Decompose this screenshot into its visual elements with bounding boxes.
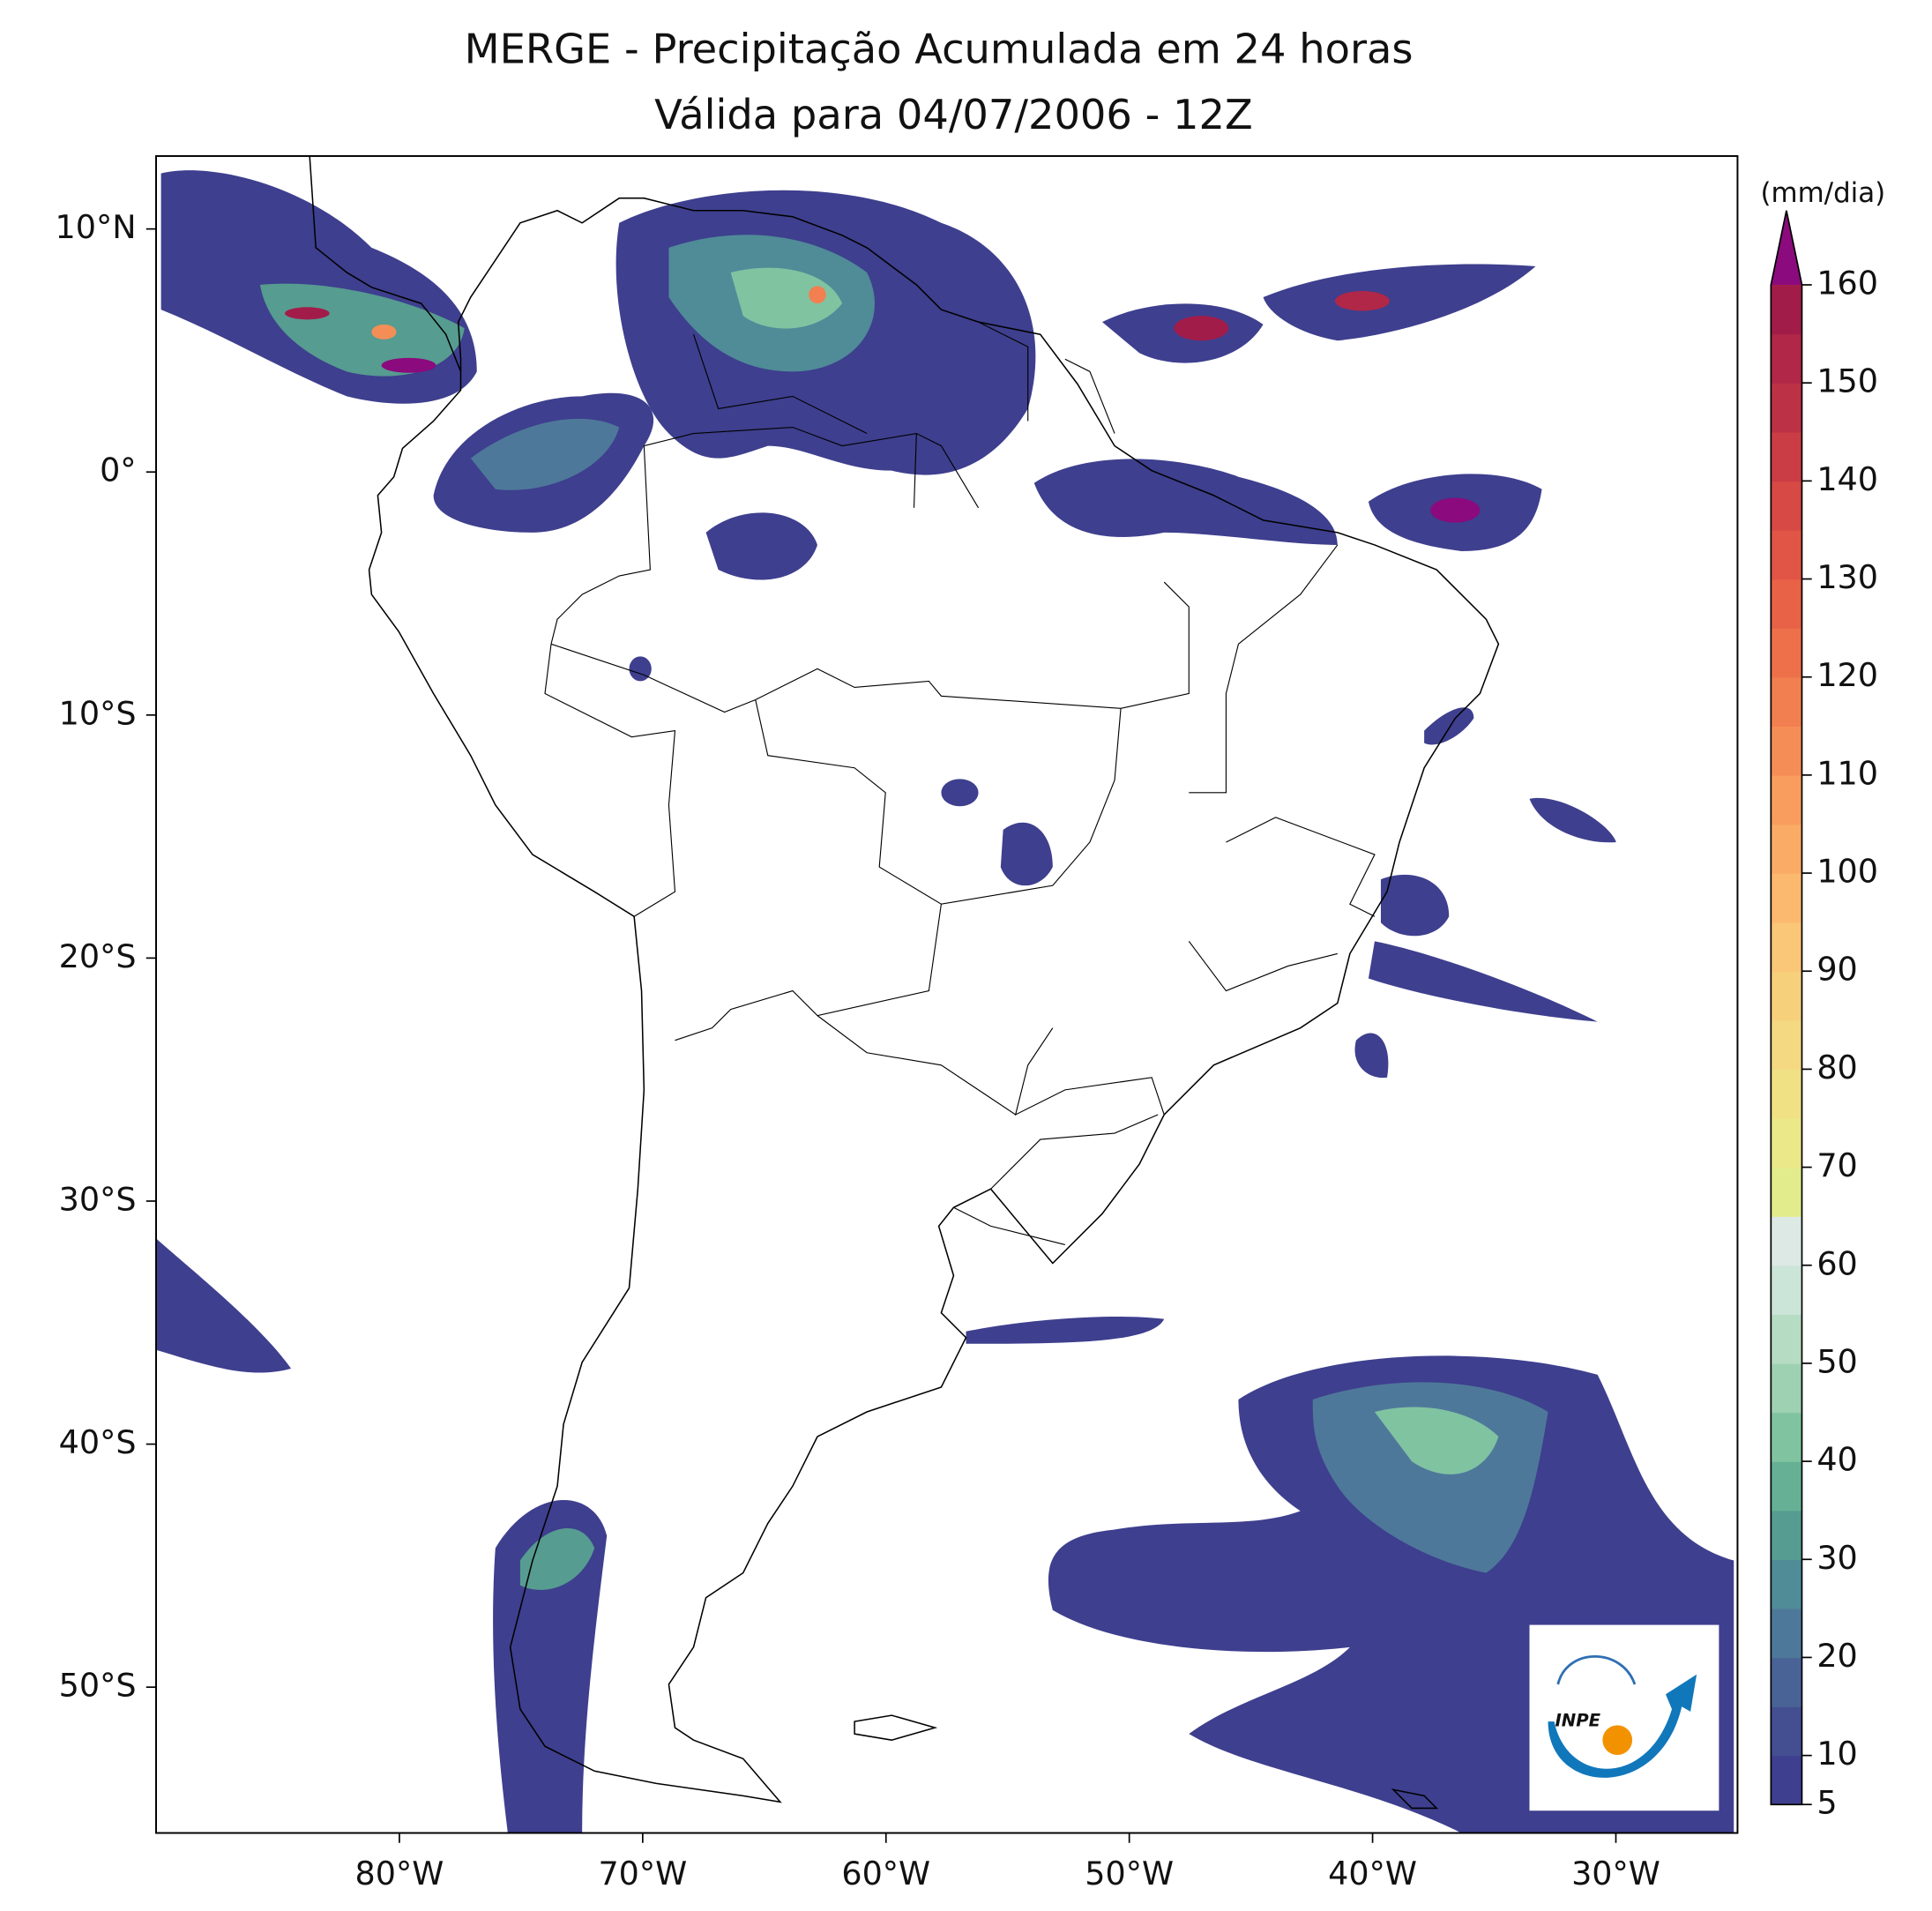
colorbar-band bbox=[1771, 873, 1802, 923]
colorbar-band bbox=[1771, 1510, 1802, 1560]
colorbar-band bbox=[1771, 1412, 1802, 1462]
borders bbox=[544, 321, 1376, 1245]
colorbar-band bbox=[1771, 1362, 1802, 1414]
colorbar-tick-label: 40 bbox=[1816, 1441, 1857, 1479]
colorbar-band bbox=[1771, 383, 1802, 433]
y-tick-label: 0° bbox=[100, 452, 136, 489]
precipitation bbox=[156, 170, 1734, 1833]
colorbar-band bbox=[1771, 1069, 1802, 1119]
colorbar-tick-label: 150 bbox=[1816, 362, 1878, 400]
colorbar-band bbox=[1771, 1706, 1802, 1757]
y-tick-label: 30°S bbox=[59, 1180, 137, 1218]
colorbar-band bbox=[1771, 1608, 1802, 1659]
x-tick-label: 40°W bbox=[1328, 1855, 1417, 1892]
colorbar-band bbox=[1771, 1559, 1802, 1609]
colorbar-band bbox=[1771, 1216, 1802, 1266]
colorbar-outline bbox=[1770, 210, 1803, 1806]
colorbar-tick-label: 20 bbox=[1816, 1637, 1857, 1675]
colorbar-band bbox=[1771, 1117, 1802, 1168]
colorbar-band bbox=[1771, 1167, 1802, 1217]
colorbar-band bbox=[1771, 774, 1802, 825]
colorbar-band bbox=[1771, 529, 1802, 580]
colorbar-band bbox=[1771, 431, 1802, 482]
colorbar-tick-label: 70 bbox=[1816, 1146, 1857, 1184]
colorbar-band bbox=[1771, 1461, 1802, 1512]
colorbar-tick-label: 60 bbox=[1816, 1244, 1857, 1282]
colorbar-tick-label: 5 bbox=[1816, 1784, 1837, 1822]
logo-background bbox=[1529, 1624, 1719, 1811]
colorbar-band bbox=[1771, 628, 1802, 678]
colorbar-band bbox=[1771, 676, 1802, 728]
colorbar-band bbox=[1771, 824, 1802, 874]
colorbar-tick-label: 30 bbox=[1816, 1539, 1857, 1577]
colorbar-band bbox=[1771, 1657, 1802, 1707]
x-tick-label: 70°W bbox=[598, 1855, 687, 1892]
colorbar-tick-label: 120 bbox=[1816, 656, 1878, 694]
colorbar-band bbox=[1771, 579, 1802, 629]
colorbar-tick-label: 100 bbox=[1816, 853, 1878, 891]
colorbar-band bbox=[1771, 1019, 1802, 1071]
y-tick-label: 10°N bbox=[56, 208, 137, 246]
colorbar-tick-label: 80 bbox=[1816, 1049, 1857, 1086]
x-tick-label: 30°W bbox=[1571, 1855, 1660, 1892]
colorbar-tick-label: 160 bbox=[1816, 265, 1878, 302]
colorbar-label: (mm/dia) bbox=[1760, 177, 1885, 209]
colorbar-band bbox=[1771, 1755, 1802, 1805]
logo: INPE bbox=[1548, 1655, 1697, 1778]
y-tick-label: 10°S bbox=[59, 694, 137, 732]
colorbar-band bbox=[1771, 971, 1802, 1021]
map-area: INPE bbox=[156, 155, 1734, 1833]
map-frame bbox=[155, 154, 1739, 1834]
x-tick-label: 60°W bbox=[841, 1855, 930, 1892]
colorbar-tick-label: 130 bbox=[1816, 558, 1878, 596]
logo-text: INPE bbox=[1555, 1711, 1600, 1731]
colorbar-band bbox=[1771, 333, 1802, 384]
y-tick-label: 50°S bbox=[59, 1667, 137, 1705]
x-tick-label: 50°W bbox=[1085, 1855, 1174, 1892]
coastline bbox=[309, 155, 1500, 1810]
y-tick-label: 20°S bbox=[59, 937, 137, 975]
y-tick-label: 40°S bbox=[59, 1423, 137, 1461]
colorbar-tick-label: 140 bbox=[1816, 460, 1878, 498]
colorbar-tick-label: 90 bbox=[1816, 951, 1857, 989]
subtitle: Válida para 04/07/2006 - 12Z bbox=[654, 91, 1253, 138]
title: MERGE - Precipitação Acumulada em 24 hor… bbox=[465, 25, 1414, 72]
colorbar-extend bbox=[1771, 210, 1802, 286]
colorbar-band bbox=[1771, 726, 1802, 776]
colorbar-tick-label: 50 bbox=[1816, 1342, 1857, 1380]
colorbar-band bbox=[1771, 922, 1802, 972]
colorbar-band bbox=[1771, 285, 1802, 335]
colorbar-tick-label: 10 bbox=[1816, 1735, 1857, 1773]
x-tick-label: 80°W bbox=[355, 1855, 444, 1892]
colorbar-band bbox=[1771, 1314, 1802, 1364]
colorbar-tick-label: 110 bbox=[1816, 754, 1878, 792]
colorbar-band bbox=[1771, 1265, 1802, 1316]
colorbar-band bbox=[1771, 481, 1802, 531]
